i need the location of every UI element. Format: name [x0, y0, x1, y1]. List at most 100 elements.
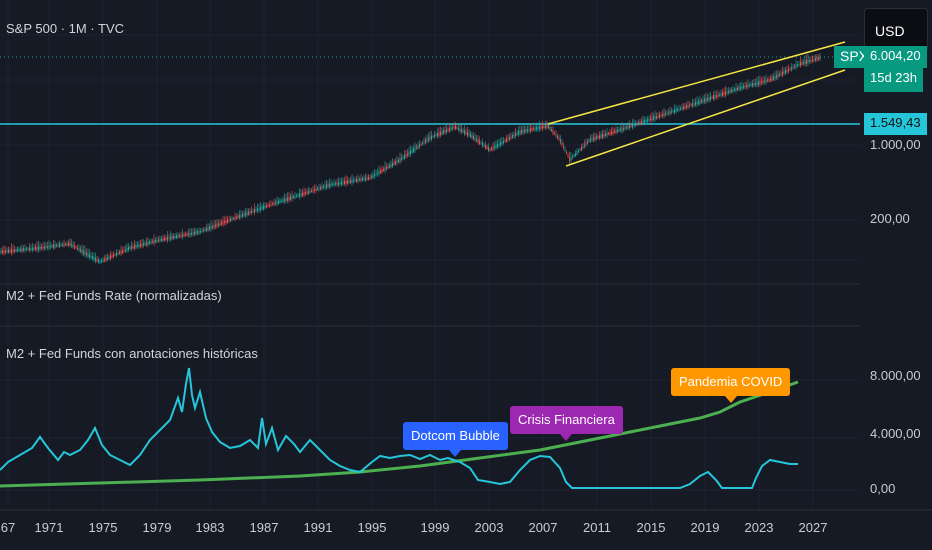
candle-body	[80, 249, 81, 252]
candle-body	[563, 146, 564, 148]
candle-body	[306, 191, 308, 194]
candle-body	[60, 244, 62, 246]
fed-funds-line[interactable]	[0, 367, 798, 489]
candle-body	[551, 129, 552, 131]
candle-body	[402, 156, 404, 159]
candle-body	[684, 106, 686, 109]
candle-body	[117, 252, 119, 255]
annotation-pandemia-covid[interactable]: Pandemia COVID	[671, 368, 791, 396]
candle-body	[548, 125, 549, 128]
candle-body	[744, 86, 746, 88]
candle-body	[756, 81, 758, 86]
candle-body	[542, 125, 543, 129]
candle-body	[461, 129, 462, 132]
candle-body	[419, 144, 420, 147]
candle-body	[365, 177, 366, 181]
candle-body	[395, 161, 396, 165]
candle-body	[623, 128, 624, 130]
spx-candles[interactable]	[0, 52, 821, 264]
candle-body	[689, 105, 690, 107]
bar-countdown-label: 15d 23h	[864, 68, 923, 92]
candle-body	[339, 182, 341, 184]
candle-body	[654, 116, 656, 120]
candle-body	[398, 159, 399, 163]
annotation-crisis-financiera[interactable]: Crisis Financiera	[510, 406, 623, 434]
indicator-title-2[interactable]: M2 + Fed Funds con anotaciones histórica…	[6, 346, 258, 361]
candle-body	[291, 196, 293, 200]
candle-body	[786, 69, 788, 72]
candle-body	[267, 205, 269, 207]
candle-body	[353, 180, 354, 182]
candle-body	[765, 79, 767, 83]
candle-body	[0, 250, 2, 254]
candle-body	[458, 127, 459, 130]
candle-body	[507, 138, 509, 141]
time-axis-label: 1971	[34, 520, 64, 535]
candle-body	[605, 133, 606, 136]
candle-body	[54, 244, 56, 248]
candle-body	[266, 205, 267, 208]
candle-body	[297, 194, 299, 197]
candle-body	[99, 261, 101, 263]
candle-body	[264, 205, 266, 209]
time-axis-label: 2023	[744, 520, 774, 535]
candle-body	[485, 144, 486, 149]
candle-body	[528, 129, 530, 131]
symbol-title[interactable]: S&P 500 · 1M · TVC	[6, 21, 125, 36]
candle-body	[669, 111, 671, 114]
candle-body	[272, 203, 273, 205]
candle-body	[453, 126, 455, 129]
candle-body	[407, 153, 408, 156]
candle-body	[600, 134, 602, 139]
candle-body	[423, 141, 425, 143]
candle-body	[32, 247, 33, 250]
candle-body	[248, 211, 249, 215]
candle-body	[426, 139, 428, 142]
time-axis-label: 2007	[528, 520, 558, 535]
candle-body	[732, 88, 734, 92]
channel-upper-trendline[interactable]	[547, 41, 846, 125]
candle-body	[578, 150, 579, 153]
candle-body	[624, 127, 626, 130]
candle-body	[50, 245, 51, 248]
time-axis-label: 2003	[474, 520, 504, 535]
indicator-axis-label: 0,00	[870, 481, 896, 496]
candle-body	[615, 130, 617, 133]
candle-body	[257, 208, 258, 212]
candle-body	[68, 242, 69, 246]
candle-body	[788, 69, 789, 72]
candle-body	[447, 129, 449, 131]
candle-body	[530, 128, 531, 132]
candle-body	[174, 235, 176, 239]
candle-body	[237, 215, 239, 219]
annotation-dotcom-bubble[interactable]: Dotcom Bubble	[403, 422, 508, 450]
candle-body	[356, 178, 357, 183]
candle-body	[6, 250, 8, 252]
candle-body	[233, 218, 234, 220]
candle-body	[186, 233, 188, 236]
m2-line[interactable]	[0, 380, 799, 488]
candle-body	[290, 196, 291, 201]
candle-body	[603, 134, 605, 137]
candle-body	[602, 133, 603, 138]
candle-body	[41, 246, 42, 249]
indicator-title-1[interactable]: M2 + Fed Funds Rate (normalizadas)	[6, 288, 222, 303]
candle-body	[77, 247, 78, 250]
candle-body	[224, 221, 225, 224]
candle-body	[8, 249, 9, 253]
candle-body	[231, 218, 233, 221]
candle-body	[333, 183, 335, 186]
candle-body	[132, 246, 134, 249]
candle-body	[755, 82, 756, 85]
candle-body	[482, 142, 483, 146]
candle-body	[795, 64, 797, 68]
candle-body	[690, 104, 692, 106]
channel-lower-trendline[interactable]	[565, 69, 846, 167]
candle-body	[350, 180, 351, 183]
candle-body	[753, 83, 755, 86]
candle-body	[137, 245, 138, 247]
candle-body	[128, 246, 129, 251]
candle-body	[639, 122, 641, 124]
candle-body	[329, 183, 330, 187]
